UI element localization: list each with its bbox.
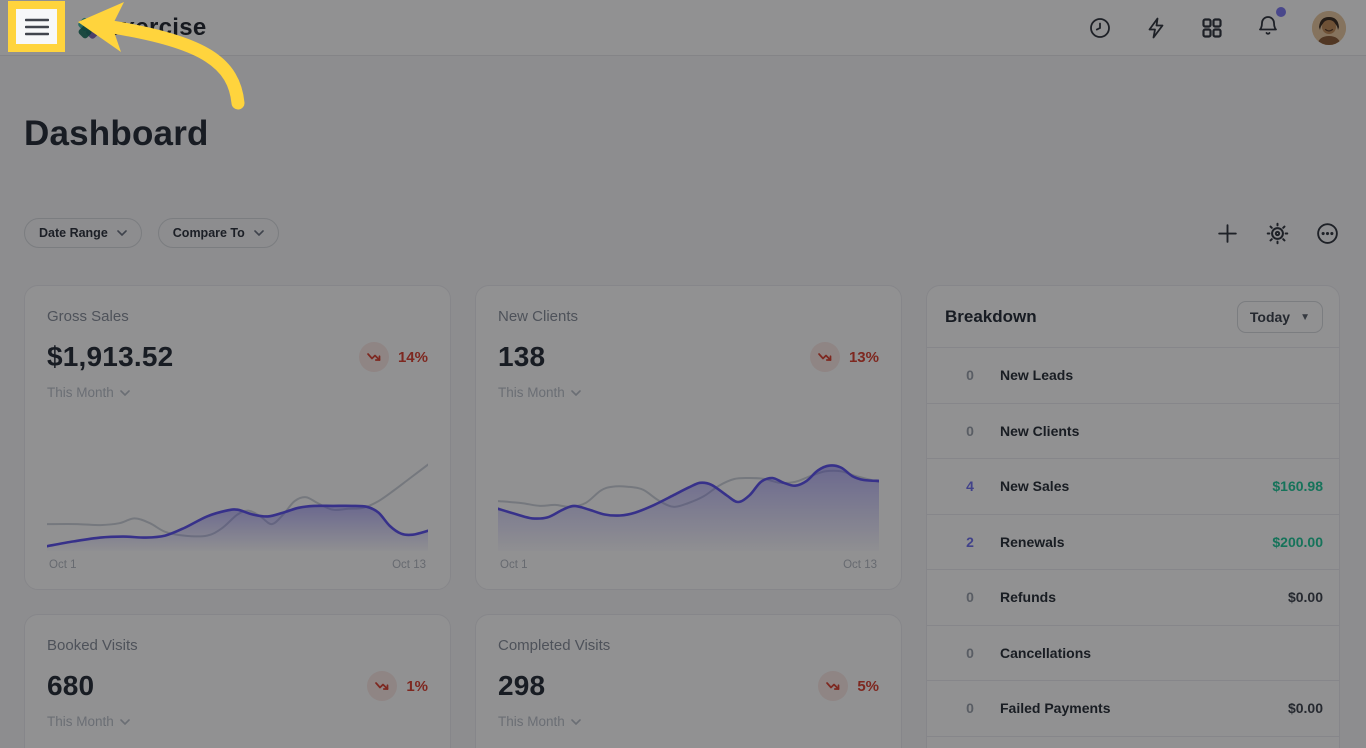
card-title: New Clients [498,308,579,325]
chevron-down-icon [119,389,130,396]
caret-down-icon: ▼ [1300,311,1310,323]
card-title: Gross Sales [47,308,129,325]
quick-actions-bolt-icon[interactable] [1144,16,1168,40]
card-title: Completed Visits [498,637,611,654]
chevron-down-icon [253,230,264,236]
trend-percent: 13% [848,348,879,366]
row-label: Cancellations [1000,644,1092,661]
trend-indicator: 14% [358,342,428,372]
period-label: This Month [47,385,114,400]
history-clock-icon[interactable] [1088,16,1112,40]
menu-spotlight-highlight [8,1,65,52]
row-count: 0 [966,589,974,606]
trend-down-icon [818,671,849,701]
compare-to-label: Compare To [172,226,245,240]
user-avatar[interactable] [1312,10,1346,45]
main-content: Dashboard Date Range Compare To [0,114,1366,748]
add-plus-icon[interactable] [1215,221,1240,246]
chevron-down-icon [570,718,581,725]
period-dropdown[interactable]: This Month [498,714,581,729]
row-label: Renewals [1000,533,1065,550]
trend-indicator: 13% [809,342,879,372]
dashboard-controls: Date Range Compare To [24,218,1340,248]
stat-card-new-clients: New Clients 138 13% This Month [475,285,902,590]
trend-percent: 5% [857,677,879,695]
stat-card-gross-sales: Gross Sales $1,913.52 14% This Month [24,285,451,590]
topbar-actions [1088,7,1346,45]
notification-dot [1276,7,1286,17]
row-label: New Leads [1000,367,1074,384]
period-label: This Month [47,714,114,729]
trend-indicator: 1% [367,671,428,701]
date-range-dropdown[interactable]: Date Range [24,218,142,248]
apps-grid-icon[interactable] [1200,16,1224,40]
chevron-down-icon [116,230,127,236]
chevron-down-icon [119,718,130,725]
axis-start-label: Oct 1 [49,559,77,571]
period-dropdown[interactable]: This Month [498,385,581,400]
gross-sales-chart [47,455,428,551]
period-label: This Month [498,385,565,400]
period-label: This Month [498,714,565,729]
card-title: Booked Visits [47,637,138,654]
breakdown-row-failed-payments: 0 Failed Payments $0.00 [927,681,1339,737]
breakdown-panel: Breakdown Today ▼ 0 New Leads 0 New Clie… [926,285,1340,748]
more-ellipsis-icon[interactable] [1315,221,1340,246]
dashboard-grid: Gross Sales $1,913.52 14% This Month [24,285,1340,748]
row-label: New Clients [1000,422,1080,439]
row-label: Failed Payments [1000,700,1111,717]
row-count: 0 [966,700,974,717]
compare-to-dropdown[interactable]: Compare To [157,218,279,248]
chevron-down-icon [570,389,581,396]
trend-down-icon [809,342,840,372]
axis-end-label: Oct 13 [843,559,877,571]
row-label: Refunds [1000,589,1056,606]
stat-card-completed-visits: Completed Visits 298 5% This Month [475,614,902,748]
breakdown-row-refunds: 0 Refunds $0.00 [927,570,1339,626]
stat-card-booked-visits: Booked Visits 680 1% This Month [24,614,451,748]
breakdown-row-new-clients: 0 New Clients [927,404,1339,459]
stat-value: $1,913.52 [47,341,174,372]
row-count: 4 [966,478,974,495]
row-count: 0 [966,422,974,439]
row-value: $0.00 [1287,589,1323,606]
trend-indicator: 5% [818,671,879,701]
breakdown-period-dropdown[interactable]: Today ▼ [1236,301,1323,333]
axis-start-label: Oct 1 [500,559,528,571]
page-title: Dashboard [24,114,209,153]
period-dropdown[interactable]: This Month [47,385,130,400]
hamburger-menu-button[interactable] [16,9,57,44]
settings-gear-icon[interactable] [1265,221,1290,246]
stat-value: 680 [47,670,95,701]
trend-down-icon [358,342,389,372]
breakdown-row-cancellations: 0 Cancellations [927,626,1339,681]
row-label: New Sales [1000,478,1070,495]
trend-percent: 14% [397,348,428,366]
breakdown-title: Breakdown [945,307,1037,326]
breakdown-period-label: Today [1249,309,1291,325]
row-count: 2 [966,533,974,550]
trend-down-icon [367,671,398,701]
row-value: $0.00 [1287,700,1323,717]
row-count: 0 [966,644,974,661]
breakdown-row-renewals: 2 Renewals $200.00 [927,515,1339,570]
row-count: 0 [966,367,974,384]
row-value: $200.00 [1272,533,1323,550]
row-value: $160.98 [1272,478,1323,495]
date-range-label: Date Range [39,226,108,240]
trend-percent: 1% [406,677,428,695]
period-dropdown[interactable]: This Month [47,714,130,729]
breakdown-row-new-sales: 4 New Sales $160.98 [927,459,1339,515]
breakdown-row-new-leads: 0 New Leads [927,348,1339,404]
axis-end-label: Oct 13 [392,559,426,571]
hamburger-menu-icon [24,18,49,35]
stat-value: 138 [498,341,546,372]
new-clients-chart [498,455,879,551]
notifications-bell-icon[interactable] [1256,13,1280,37]
stat-value: 298 [498,670,546,701]
